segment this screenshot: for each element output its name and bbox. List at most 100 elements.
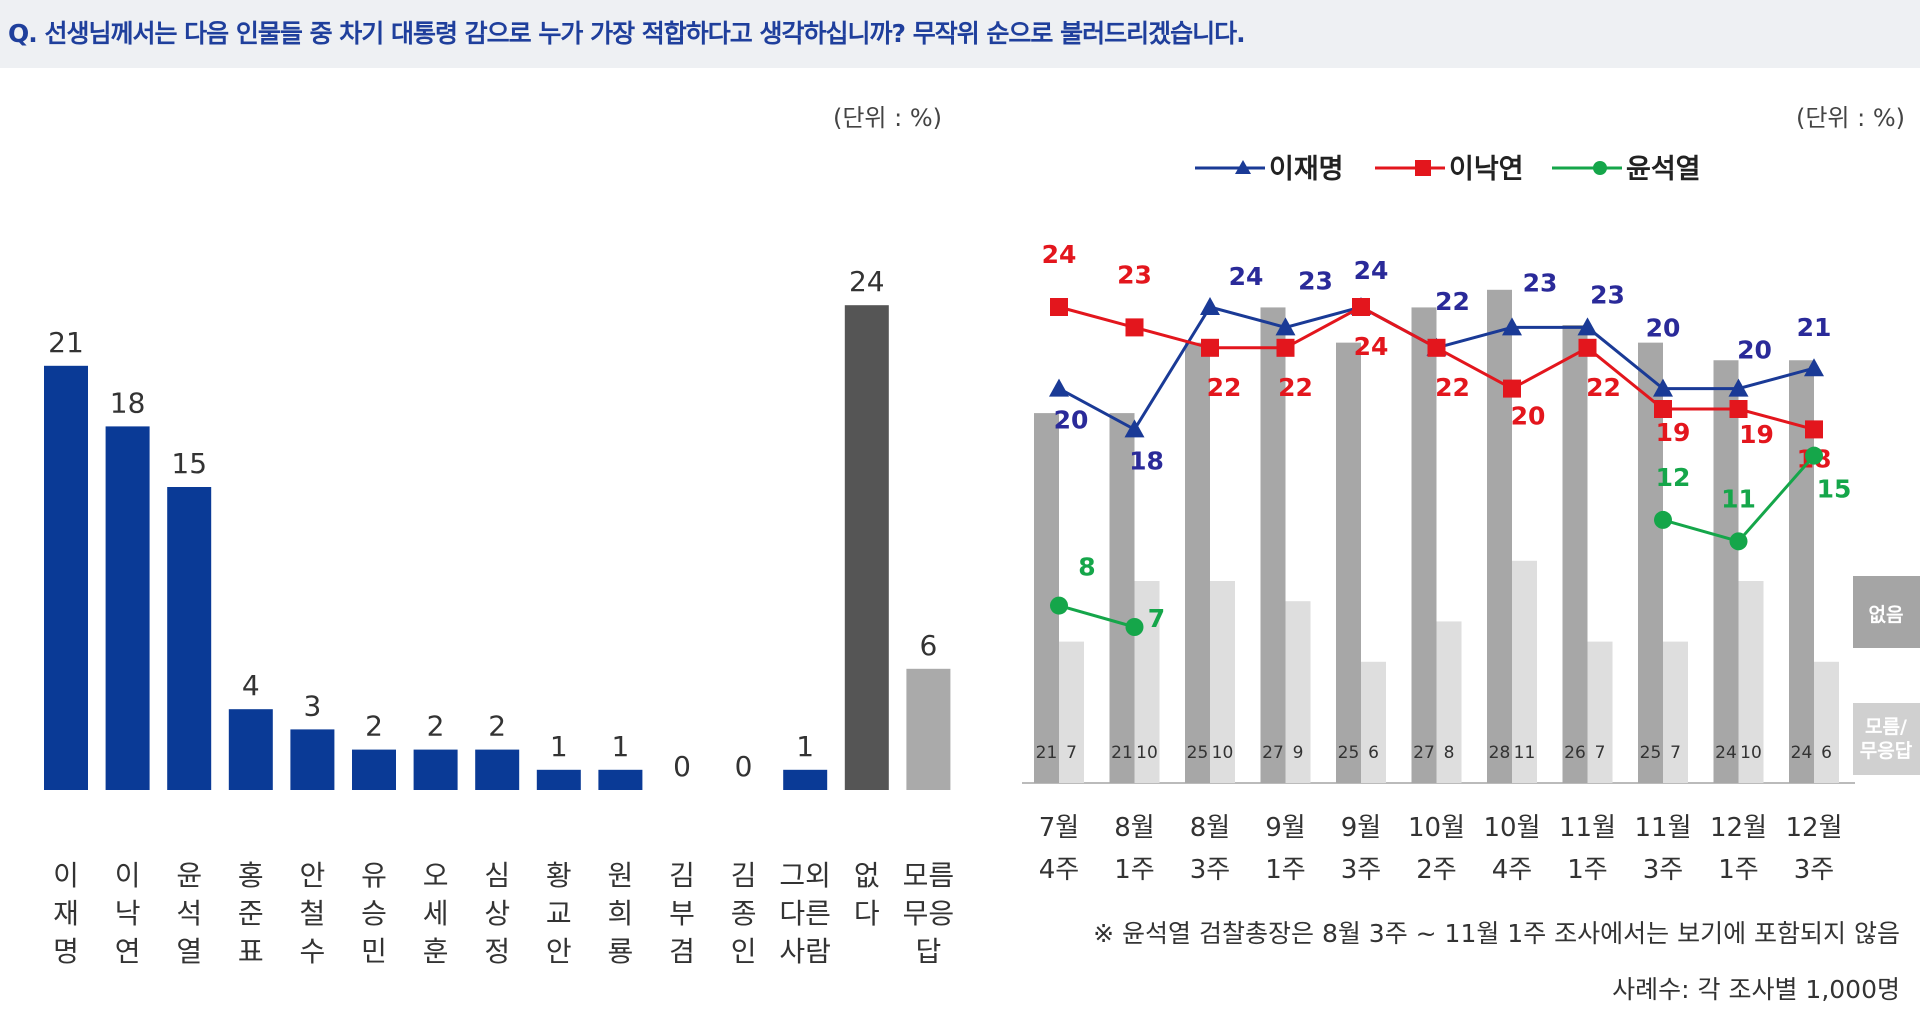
point-lee-jaemyung [1728, 378, 1749, 397]
legend-label: 이낙연 [1449, 154, 1524, 185]
bar-none [1411, 307, 1437, 783]
question-bar: Q. 선생님께서는 다음 인물들 중 차기 대통령 감으로 누가 가장 적합하다… [0, 0, 1920, 68]
point-lee-jaemyung [1653, 378, 1673, 397]
bar-none-label: 24 [1791, 743, 1813, 763]
bar-dontknow-label: 11 [1514, 743, 1536, 763]
series-point-label: 23 [1117, 260, 1152, 289]
series-point-label: 20 [1054, 406, 1089, 435]
point-yoon [1654, 510, 1672, 529]
bar-dontknow [1436, 621, 1462, 783]
series-point-label: 23 [1523, 268, 1558, 297]
series-point-label: 22 [1586, 373, 1621, 402]
series-point-label: 23 [1298, 266, 1333, 295]
series-point-label: 24 [1042, 240, 1077, 269]
point-lee-nakyon [1201, 338, 1219, 357]
right-x-tick-label: 11월 1주 [1559, 813, 1616, 885]
left-bar [413, 749, 458, 790]
point-lee-nakyon [1805, 420, 1823, 439]
bar-dontknow-label: 7 [1066, 743, 1077, 763]
bar-dontknow [1663, 641, 1688, 783]
point-lee-nakyon [1654, 400, 1672, 418]
bar-none-label: 26 [1564, 743, 1586, 763]
bar-none-label: 25 [1338, 743, 1360, 763]
left-bar-value-label: 0 [735, 750, 753, 783]
series-point-label: 19 [1656, 418, 1691, 447]
right-x-tick-label: 9월 1주 [1265, 813, 1305, 885]
left-bar-value-label: 18 [110, 386, 146, 419]
side-label-dontknow: 모름/무응답 [1860, 716, 1913, 762]
point-lee-nakyon [1050, 298, 1068, 316]
bar-none-label: 27 [1262, 743, 1284, 763]
bar-dontknow-label: 10 [1136, 743, 1158, 763]
point-lee-jaemyung [1502, 317, 1522, 336]
left-bar [536, 769, 581, 790]
bar-none [1260, 307, 1286, 783]
bar-dontknow [1210, 581, 1235, 783]
series-point-label: 24 [1354, 332, 1389, 361]
bar-none [1109, 413, 1135, 783]
series-point-label: 15 [1817, 475, 1852, 504]
series-point-label: 12 [1656, 463, 1691, 492]
right-x-tick-label: 12월 3주 [1785, 813, 1842, 885]
bar-none-label: 28 [1489, 743, 1511, 763]
series-point-label: 20 [1511, 402, 1546, 431]
left-bar-value-label: 2 [427, 710, 445, 743]
bar-dontknow [1361, 661, 1386, 783]
series-point-label: 22 [1278, 373, 1313, 402]
bar-none [1336, 342, 1361, 783]
left-bar-value-label: 21 [48, 326, 84, 359]
bar-dontknow-label: 7 [1595, 743, 1606, 763]
left-bar-value-label: 3 [303, 689, 321, 722]
right-x-tick-label: 7월 4주 [1039, 813, 1079, 885]
point-lee-nakyon [1729, 400, 1748, 418]
legend-marker [1235, 160, 1251, 174]
series-point-label: 21 [1797, 313, 1832, 342]
series-point-label: 20 [1737, 336, 1772, 365]
bar-none-label: 25 [1187, 743, 1209, 763]
bar-none-label: 24 [1715, 743, 1737, 763]
right-x-tick-label: 10월 4주 [1483, 813, 1540, 885]
bar-dontknow-label: 9 [1293, 743, 1304, 763]
left-bar [167, 487, 212, 790]
point-lee-jaemyung [1049, 378, 1069, 397]
legend-label: 윤석열 [1626, 154, 1701, 185]
side-label-box-dontknow [1853, 703, 1920, 775]
point-yoon [1805, 446, 1823, 465]
bar-none-label: 21 [1036, 743, 1058, 763]
left-bar [844, 305, 889, 790]
bar-dontknow-label: 7 [1670, 743, 1681, 763]
right-x-tick-label: 11월 3주 [1634, 813, 1691, 885]
point-yoon [1729, 532, 1748, 551]
series-point-label: 22 [1207, 373, 1242, 402]
left-bar [783, 769, 828, 790]
left-bar [475, 749, 520, 790]
legend-marker [1415, 160, 1431, 176]
left-bar [598, 769, 643, 790]
series-point-label: 20 [1646, 314, 1681, 343]
left-bar [352, 749, 396, 790]
side-label-none: 없음 [1869, 604, 1904, 626]
point-lee-nakyon [1578, 338, 1597, 357]
bar-dontknow [1587, 641, 1613, 783]
left-category-label: 그외 다른 사람 [779, 859, 831, 968]
point-lee-jaemyung [1804, 358, 1824, 377]
point-lee-jaemyung [1200, 297, 1220, 315]
point-yoon [1125, 618, 1144, 636]
legend-label: 이재명 [1269, 154, 1344, 185]
bar-dontknow-label: 6 [1368, 743, 1379, 763]
point-lee-jaemyung [1275, 317, 1296, 336]
point-lee-nakyon [1352, 298, 1370, 316]
bar-dontknow [1059, 641, 1084, 783]
series-line-2 [1058, 604, 1135, 629]
series-point-label: 19 [1739, 420, 1774, 449]
left-bar-value-label: 2 [488, 710, 506, 743]
right-x-tick-label: 9월 3주 [1341, 813, 1381, 885]
